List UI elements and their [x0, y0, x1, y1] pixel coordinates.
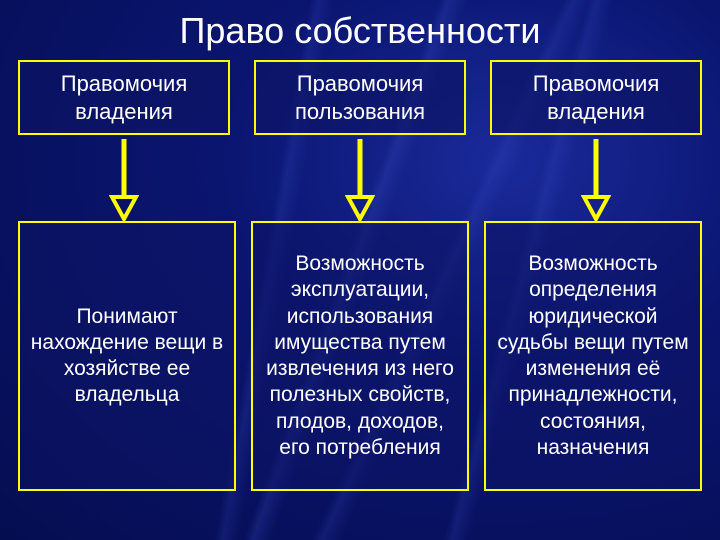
bottom-row: Понимают нахождение вещи в хозяйстве ее …	[0, 221, 720, 491]
bottom-box-2: Возможность эксплуатации, использования …	[251, 221, 469, 491]
top-box-1: Правомочия владения	[18, 60, 230, 135]
arrow-down-icon	[345, 135, 375, 221]
arrow-down-icon	[581, 135, 611, 221]
page-title: Право собственности	[0, 0, 720, 60]
bottom-text-3: Возможность определения юридической судь…	[492, 251, 694, 461]
bottom-box-1: Понимают нахождение вещи в хозяйстве ее …	[18, 221, 236, 491]
bottom-text-2: Возможность эксплуатации, использования …	[259, 251, 461, 461]
top-box-2: Правомочия пользования	[254, 60, 466, 135]
top-row: Правомочия владения Правомочия пользован…	[0, 60, 720, 135]
arrow-cell-1	[18, 135, 230, 221]
arrow-down-icon	[109, 135, 139, 221]
top-box-3: Правомочия владения	[490, 60, 702, 135]
bottom-text-1: Понимают нахождение вещи в хозяйстве ее …	[26, 304, 228, 409]
bottom-box-3: Возможность определения юридической судь…	[484, 221, 702, 491]
arrow-cell-2	[254, 135, 466, 221]
arrow-cell-3	[490, 135, 702, 221]
arrow-row	[0, 135, 720, 221]
